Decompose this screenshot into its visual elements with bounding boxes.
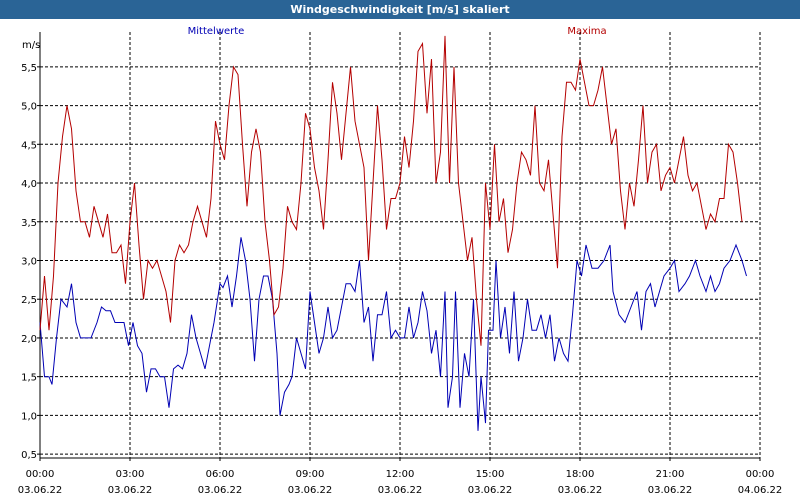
legend-max: Maxima xyxy=(567,26,606,37)
y-tick-label: 5,0 xyxy=(21,102,37,113)
x-tick-time-label: 03:00 xyxy=(116,469,145,480)
y-tick-label: 1,0 xyxy=(21,411,37,422)
series-layer xyxy=(39,35,747,431)
x-tick-date-label: 03.06.22 xyxy=(18,485,63,496)
y-tick-label: 1,5 xyxy=(21,373,37,384)
legend-mean: Mittelwerte xyxy=(188,26,245,37)
y-axis-unit: m/s xyxy=(22,40,40,51)
x-tick-time-label: 06:00 xyxy=(206,469,235,480)
x-tick-date-label: 03.06.22 xyxy=(378,485,423,496)
x-tick-time-label: 09:00 xyxy=(296,469,325,480)
x-axis: 00:00 03.06.22 03:00 03.06.22 06:00 03.06.22 0… xyxy=(18,458,783,496)
x-tick-date-label: 03.06.22 xyxy=(468,485,513,496)
y-tick-label: 3,0 xyxy=(21,256,37,267)
x-tick-date-label: 03.06.22 xyxy=(558,485,603,496)
x-tick-date-label: 03.06.22 xyxy=(648,485,693,496)
window-title: Windgeschwindigkeit [m/s] skaliert xyxy=(0,0,800,19)
x-tick-date-label: 03.06.22 xyxy=(198,485,243,496)
y-tick-label: 0,5 xyxy=(21,450,37,461)
y-tick-label: 2,0 xyxy=(21,334,37,345)
x-tick-date-label: 03.06.22 xyxy=(108,485,153,496)
y-tick-label: 4,0 xyxy=(21,179,37,190)
series-line-mittelwerte xyxy=(39,237,747,431)
x-tick-time-label: 00:00 xyxy=(26,469,55,480)
x-tick-date-label: 03.06.22 xyxy=(288,485,333,496)
y-tick-label: 3,5 xyxy=(21,218,37,229)
y-axis: 0,5 1,0 1,5 2,0 2,5 3,0 3,5 4,0 4,5 5,0 5,5 xyxy=(21,63,40,461)
grid xyxy=(39,32,761,459)
y-tick-label: 4,5 xyxy=(21,140,37,151)
x-tick-time-label: 21:00 xyxy=(656,469,685,480)
x-tick-date-label: 04.06.22 xyxy=(738,485,783,496)
x-tick-time-label: 18:00 xyxy=(566,469,595,480)
x-tick-time-label: 12:00 xyxy=(386,469,415,480)
x-tick-time-label: 15:00 xyxy=(476,469,505,480)
y-tick-label: 5,5 xyxy=(21,63,37,74)
y-tick-label: 2,5 xyxy=(21,295,37,306)
series-line-maxima xyxy=(39,35,743,346)
x-tick-time-label: 00:00 xyxy=(746,469,775,480)
